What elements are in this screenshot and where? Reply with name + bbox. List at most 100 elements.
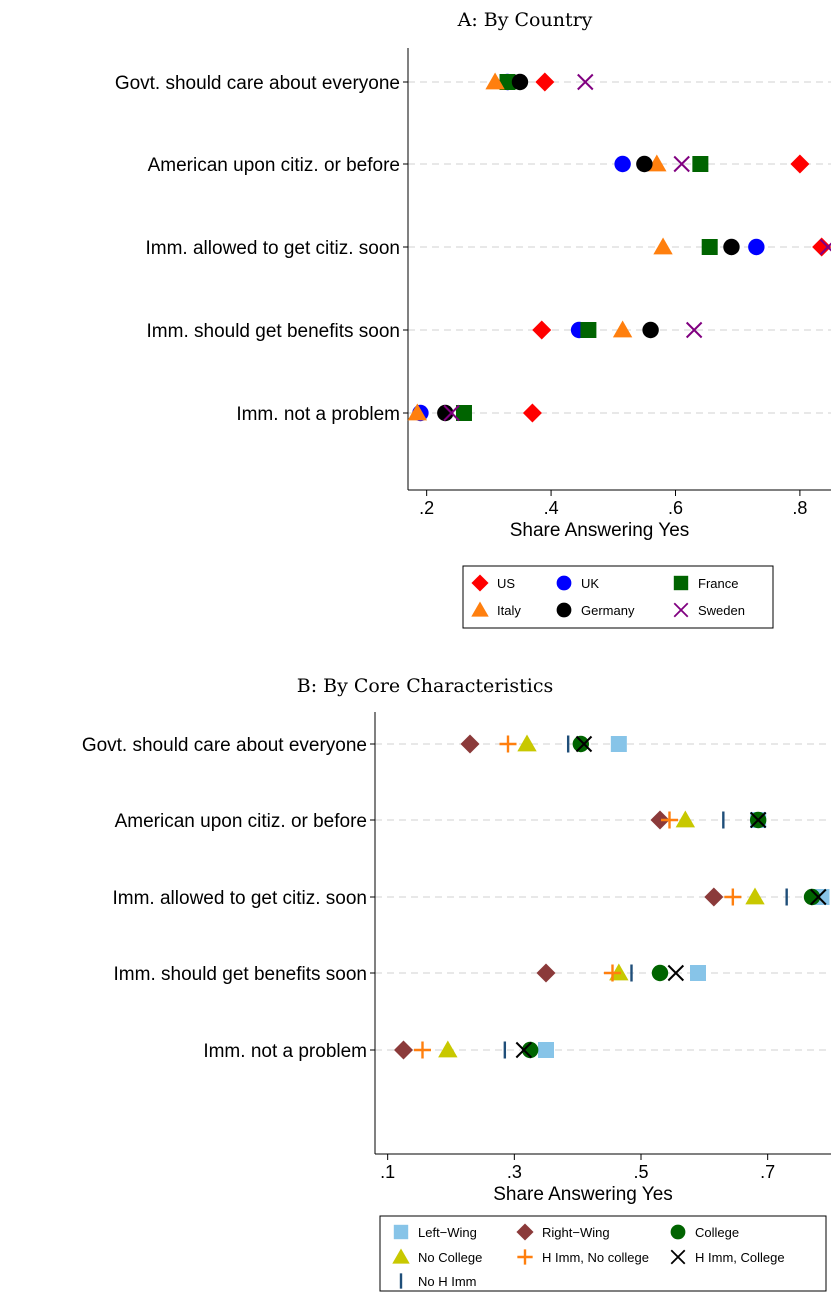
panel-b-point-h-imm-no-college-2 xyxy=(661,811,678,829)
panel-a-point-us-5 xyxy=(522,403,542,423)
panel-a-point-us-2 xyxy=(790,154,810,174)
panel-b-point-h-imm-college-2 xyxy=(749,811,767,829)
panel-b-point-no-college-3 xyxy=(745,887,765,905)
panel-a-point-france-5 xyxy=(455,405,472,421)
panel-a-point-italy-3 xyxy=(653,237,673,255)
panel-a-point-france-4 xyxy=(580,322,597,338)
panel-a-category-label-3: Imm. allowed to get citiz. soon xyxy=(146,238,401,259)
panel-b-point-no-college-5 xyxy=(438,1040,458,1058)
panel-a: A: By Country Govt. should care about ev… xyxy=(115,9,831,629)
panel-a-category-label-1: Govt. should care about everyone xyxy=(115,73,400,94)
panel-b-point-h-imm-college-3 xyxy=(810,888,827,906)
panel-b-point-college-5 xyxy=(521,1041,539,1059)
panel-b-legend-marker-no-college xyxy=(392,1248,410,1264)
panel-b-category-label-2: American upon citiz. or before xyxy=(115,811,367,832)
panel-b-point-college-1 xyxy=(572,735,590,753)
panel-b-legend-label-h-imm-college: H Imm, College xyxy=(695,1250,785,1265)
panel-b-point-right-wing-5 xyxy=(394,1040,413,1060)
panel-a-point-france-2 xyxy=(692,156,709,172)
panel-a-title: A: By Country xyxy=(457,9,593,31)
panel-a-point-uk-2 xyxy=(614,155,631,173)
panel-b-legend-marker-h-imm-college xyxy=(670,1249,686,1265)
panel-a-legend-label-france: France xyxy=(698,576,738,591)
panel-a-legend-label-uk: UK xyxy=(581,576,599,591)
panel-a-category-label-2: American upon citiz. or before xyxy=(148,155,400,176)
panel-a-point-france-3 xyxy=(701,239,718,255)
panel-b-point-left-wing-4 xyxy=(690,965,706,981)
panel-a-point-italy-2 xyxy=(647,154,667,172)
panel-a-point-germany-4 xyxy=(642,321,659,339)
panel-b-legend-label-left-wing: Left−Wing xyxy=(418,1225,477,1240)
panel-a-point-us-4 xyxy=(532,320,552,340)
panel-b-x-tick-label-1: .1 xyxy=(380,1162,395,1182)
panel-a-legend-marker-us xyxy=(471,574,489,592)
panel-b-x-axis-label: Share Answering Yes xyxy=(493,1184,673,1205)
panel-a-legend-marker-italy xyxy=(471,601,489,617)
panel-b-point-h-imm-no-college-4 xyxy=(604,964,621,982)
panel-a-x-tick-label-4: .8 xyxy=(792,498,807,518)
panel-a-point-france-1 xyxy=(499,74,516,90)
panel-a-point-italy-4 xyxy=(612,320,633,338)
panel-a-point-us-1 xyxy=(535,72,555,92)
panel-b-legend-box xyxy=(379,1215,827,1292)
panel-a-x-tick-label-2: .4 xyxy=(544,498,559,518)
panel-a-point-us-3 xyxy=(812,237,831,257)
panel-b-point-h-imm-no-college-3 xyxy=(724,888,742,906)
panel-a-legend-marker-france xyxy=(673,575,689,591)
panel-b-category-label-5: Imm. not a problem xyxy=(203,1041,367,1062)
panel-a-x-tick-label-1: .2 xyxy=(419,498,434,518)
panel-a-point-uk-3 xyxy=(748,238,765,256)
panel-a-point-germany-3 xyxy=(723,238,740,256)
panel-b-point-college-4 xyxy=(651,964,669,982)
panel-b-point-no-college-2 xyxy=(675,810,696,828)
panel-a-legend-label-italy: Italy xyxy=(497,603,521,618)
panel-a-x-tick-label-3: .6 xyxy=(668,498,683,518)
panel-b-point-right-wing-3 xyxy=(704,887,724,907)
panel-b-point-left-wing-5 xyxy=(538,1042,554,1058)
panel-a-point-italy-1 xyxy=(485,72,505,90)
panel-a-point-sweden-3 xyxy=(819,238,831,256)
panel-b: B: By Core Characteristics Govt. should … xyxy=(82,675,831,1292)
panel-a-point-sweden-2 xyxy=(673,155,690,173)
panel-a-point-germany-5 xyxy=(437,404,454,422)
panel-a-point-sweden-5 xyxy=(443,404,460,422)
panel-a-point-sweden-4 xyxy=(685,321,703,339)
panel-b-category-label-4: Imm. should get benefits soon xyxy=(114,964,367,985)
panel-a-legend-marker-sweden xyxy=(673,602,689,618)
panel-b-point-h-imm-college-5 xyxy=(515,1041,533,1059)
panel-a-category-label-5: Imm. not a problem xyxy=(236,404,400,425)
panel-b-x-tick-label-3: .5 xyxy=(633,1162,648,1182)
panel-b-legend-label-no-college: No College xyxy=(418,1250,482,1265)
panel-a-legend-box xyxy=(462,565,774,629)
panel-a-category-label-4: Imm. should get benefits soon xyxy=(147,321,400,342)
panel-b-point-h-imm-no-college-1 xyxy=(499,735,517,753)
panel-b-point-right-wing-1 xyxy=(460,734,480,754)
panel-b-point-right-wing-2 xyxy=(650,810,670,830)
panel-b-legend-marker-h-imm-no-college xyxy=(517,1249,533,1265)
panel-b-legend-label-college: College xyxy=(695,1225,739,1240)
panel-a-x-axis-label: Share Answering Yes xyxy=(510,520,690,541)
panel-b-legend-marker-college xyxy=(670,1224,686,1240)
panel-b-title: B: By Core Characteristics xyxy=(297,675,554,697)
panel-b-point-left-wing-1 xyxy=(610,736,627,752)
panel-b-legend-label-right-wing: Right−Wing xyxy=(542,1225,610,1240)
panel-a-point-italy-5 xyxy=(407,403,428,421)
panel-b-x-tick-label-4: .7 xyxy=(760,1162,775,1182)
panel-a-point-germany-2 xyxy=(636,155,653,173)
panel-b-legend-label-no-h-imm: No H Imm xyxy=(418,1274,477,1289)
panel-a-legend-label-us: US xyxy=(497,576,515,591)
panel-b-point-right-wing-4 xyxy=(536,963,556,983)
panel-b-legend-label-h-imm-no-college: H Imm, No college xyxy=(542,1250,649,1265)
panel-b-point-h-imm-college-4 xyxy=(667,964,685,982)
panel-a-point-germany-1 xyxy=(511,73,529,91)
panel-b-point-h-imm-no-college-5 xyxy=(414,1041,431,1059)
panel-a-legend-marker-germany xyxy=(556,602,572,618)
panel-b-point-no-college-1 xyxy=(517,734,537,752)
panel-a-legend-label-germany: Germany xyxy=(581,603,635,618)
panel-a-point-sweden-1 xyxy=(577,73,594,91)
panel-a-legend-marker-uk xyxy=(556,575,572,591)
panel-b-legend-marker-left-wing xyxy=(393,1224,409,1240)
panel-b-x-tick-label-2: .3 xyxy=(507,1162,522,1182)
panel-b-point-college-3 xyxy=(803,888,821,906)
